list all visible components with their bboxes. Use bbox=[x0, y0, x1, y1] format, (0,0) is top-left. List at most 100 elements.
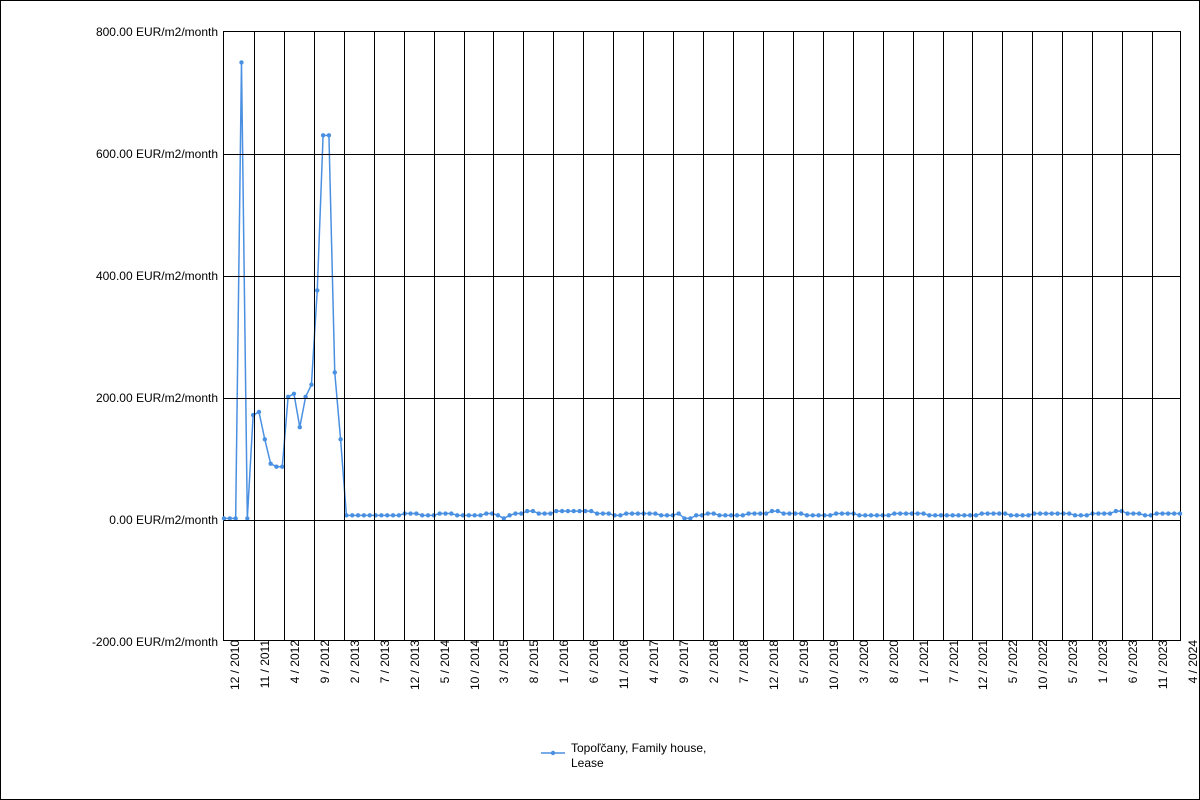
series-marker bbox=[991, 511, 995, 515]
series-marker bbox=[636, 511, 640, 515]
series-marker bbox=[659, 513, 663, 517]
series-marker bbox=[350, 513, 354, 517]
x-axis-tick-label: 5 / 2014 bbox=[434, 640, 452, 683]
series-marker bbox=[898, 511, 902, 515]
series-marker bbox=[356, 513, 360, 517]
gridline-vertical bbox=[284, 32, 285, 640]
series-marker bbox=[770, 509, 774, 513]
gridline-vertical bbox=[1152, 32, 1153, 640]
x-axis-tick-label: 5 / 2019 bbox=[793, 640, 811, 683]
x-axis-tick-label: 7 / 2018 bbox=[733, 640, 751, 683]
series-marker bbox=[1102, 511, 1106, 515]
series-marker bbox=[1085, 513, 1089, 517]
series-marker bbox=[980, 511, 984, 515]
series-marker bbox=[268, 461, 272, 465]
gridline-vertical bbox=[613, 32, 614, 640]
series-marker bbox=[711, 511, 715, 515]
x-axis-tick-label: 10 / 2019 bbox=[823, 640, 841, 690]
series-marker bbox=[455, 513, 459, 517]
x-axis-tick-label: 4 / 2012 bbox=[284, 640, 302, 683]
x-axis-tick-label: 4 / 2024 bbox=[1182, 640, 1200, 683]
series-marker bbox=[653, 511, 657, 515]
x-axis-tick-label: 8 / 2020 bbox=[883, 640, 901, 683]
series-marker bbox=[274, 465, 278, 469]
series-marker bbox=[542, 511, 546, 515]
x-axis-tick-label: 11 / 2016 bbox=[613, 640, 631, 689]
gridline-vertical bbox=[1062, 32, 1063, 640]
gridline-vertical bbox=[733, 32, 734, 640]
series-marker bbox=[385, 513, 389, 517]
gridline-horizontal bbox=[224, 398, 1180, 399]
gridline-vertical bbox=[1122, 32, 1123, 640]
gridline-vertical bbox=[763, 32, 764, 640]
series-marker bbox=[1114, 509, 1118, 513]
series-marker bbox=[1096, 511, 1100, 515]
series-marker bbox=[1015, 513, 1019, 517]
series-marker bbox=[933, 513, 937, 517]
gridline-vertical bbox=[883, 32, 884, 640]
y-axis-tick-label: 400.00 EUR/m2/month bbox=[96, 269, 224, 283]
series-marker bbox=[950, 513, 954, 517]
gridline-vertical bbox=[823, 32, 824, 640]
series-marker bbox=[624, 511, 628, 515]
series-marker bbox=[647, 511, 651, 515]
series-marker bbox=[327, 133, 331, 137]
series-marker bbox=[1073, 513, 1077, 517]
series-line bbox=[224, 62, 1180, 518]
series-marker bbox=[863, 513, 867, 517]
series-marker bbox=[397, 513, 401, 517]
series-marker bbox=[379, 513, 383, 517]
series-marker bbox=[239, 60, 243, 64]
series-marker bbox=[927, 513, 931, 517]
x-axis-tick-label: 1 / 2016 bbox=[553, 640, 571, 683]
series-marker bbox=[1137, 511, 1141, 515]
x-axis-tick-label: 10 / 2014 bbox=[464, 640, 482, 690]
gridline-vertical bbox=[643, 32, 644, 640]
series-marker bbox=[764, 511, 768, 515]
series-marker bbox=[892, 511, 896, 515]
series-marker bbox=[1020, 513, 1024, 517]
series-marker bbox=[554, 509, 558, 513]
series-marker bbox=[1125, 511, 1129, 515]
x-axis-tick-label: 11 / 2011 bbox=[254, 640, 272, 688]
series-marker bbox=[1038, 511, 1042, 515]
series-marker bbox=[694, 513, 698, 517]
series-marker bbox=[560, 509, 564, 513]
series-marker bbox=[1044, 511, 1048, 515]
series-marker bbox=[630, 511, 634, 515]
gridline-vertical bbox=[943, 32, 944, 640]
gridline-vertical bbox=[434, 32, 435, 640]
series-marker bbox=[414, 511, 418, 515]
series-marker bbox=[997, 511, 1001, 515]
series-marker bbox=[577, 509, 581, 513]
series-marker bbox=[1067, 511, 1071, 515]
series-marker bbox=[904, 511, 908, 515]
x-axis-tick-label: 5 / 2022 bbox=[1002, 640, 1020, 683]
gridline-vertical bbox=[464, 32, 465, 640]
gridline-vertical bbox=[853, 32, 854, 640]
series-marker bbox=[338, 437, 342, 441]
series-marker bbox=[566, 509, 570, 513]
series-marker bbox=[676, 511, 680, 515]
gridline-vertical bbox=[404, 32, 405, 640]
y-axis-tick-label: 200.00 EUR/m2/month bbox=[96, 391, 224, 405]
series-marker bbox=[974, 513, 978, 517]
x-axis-tick-label: 9 / 2017 bbox=[673, 640, 691, 683]
series-marker bbox=[746, 511, 750, 515]
series-marker bbox=[257, 410, 261, 414]
legend-label: Topoľčany, Family house, Lease bbox=[571, 741, 706, 771]
series-marker bbox=[1026, 513, 1030, 517]
chart-container: 800.00 EUR/m2/month600.00 EUR/m2/month40… bbox=[0, 0, 1200, 800]
series-marker bbox=[1172, 511, 1176, 515]
gridline-vertical bbox=[703, 32, 704, 640]
legend-swatch bbox=[541, 747, 565, 759]
series-marker bbox=[391, 513, 395, 517]
y-axis-tick-label: -200.00 EUR/m2/month bbox=[92, 635, 224, 649]
series-marker bbox=[292, 392, 296, 396]
series-marker bbox=[834, 511, 838, 515]
series-marker bbox=[945, 513, 949, 517]
series-marker bbox=[1154, 511, 1158, 515]
series-marker bbox=[706, 511, 710, 515]
series-marker bbox=[915, 511, 919, 515]
series-marker bbox=[572, 509, 576, 513]
